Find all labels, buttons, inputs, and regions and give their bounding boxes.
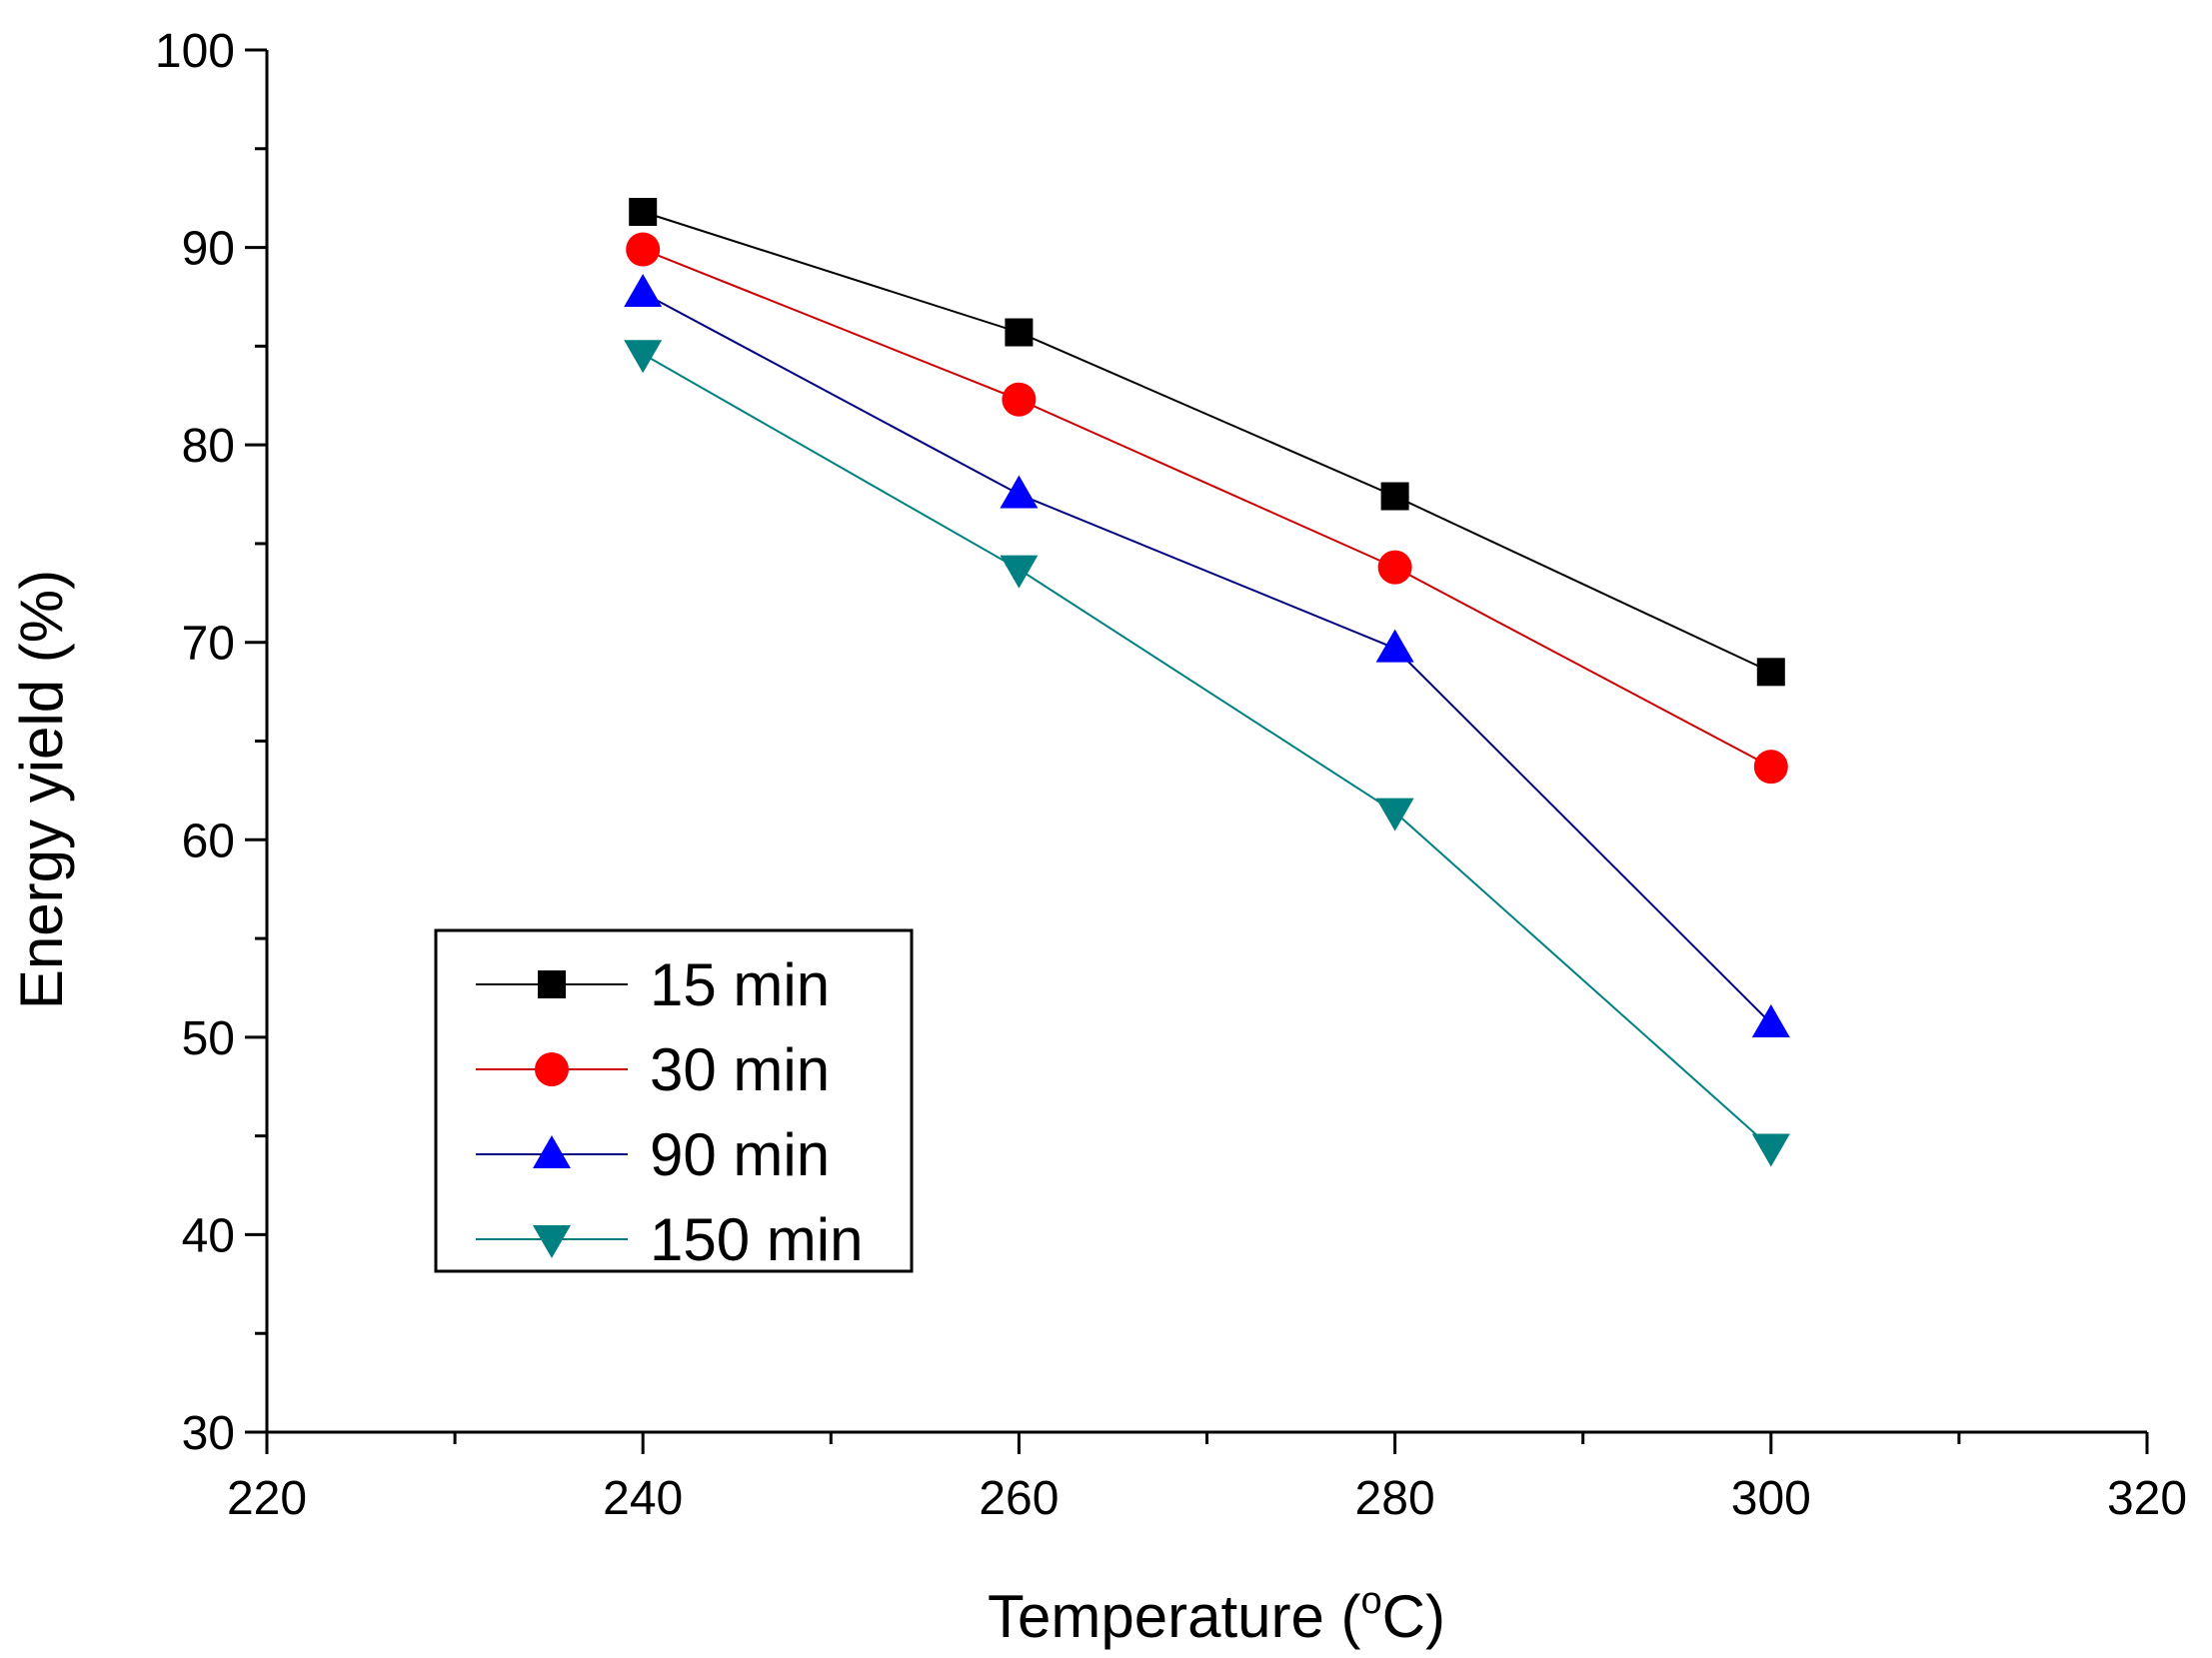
x-axis-label-main: Temperature (	[988, 1583, 1360, 1650]
x-tick-label: 220	[227, 1472, 307, 1525]
x-tick-label: 300	[1731, 1472, 1811, 1525]
legend-label-30-min: 30 min	[650, 1036, 830, 1103]
data-point-90-min	[1375, 629, 1414, 663]
data-point-150-min	[1000, 555, 1039, 589]
x-tick-label: 320	[2107, 1472, 2187, 1525]
data-point-150-min	[1375, 798, 1414, 831]
x-tick-label: 280	[1355, 1472, 1435, 1525]
data-point-30-min	[1753, 750, 1788, 785]
series-line-90-min	[642, 292, 1772, 1024]
legend-entry-150-min: 150 min	[476, 1206, 863, 1273]
data-point-150-min	[1751, 1133, 1790, 1167]
data-series	[624, 198, 1790, 1167]
legend: 15 min 30 min 90 min 150 min	[434, 928, 914, 1273]
y-tick-label: 30	[182, 1407, 235, 1460]
legend-marker-15-min	[538, 970, 566, 998]
legend-marker-150-min	[533, 1225, 571, 1258]
x-tick-label: 240	[603, 1472, 683, 1525]
x-axis-label-unit: C)	[1382, 1583, 1445, 1650]
legend-entry-15-min: 15 min	[476, 951, 830, 1018]
series-30-min	[626, 232, 1788, 785]
series-line-150-min	[642, 353, 1772, 1149]
data-point-90-min	[1000, 475, 1039, 509]
legend-marker-90-min	[533, 1135, 571, 1168]
data-point-15-min	[629, 198, 658, 227]
x-axis-label-degree: o	[1361, 1580, 1382, 1622]
data-point-30-min	[626, 232, 661, 267]
tick-labels: 30 40 50 60 70 80 90 100 220 240 260 280 300 320	[155, 25, 2187, 1525]
data-point-90-min	[1751, 1004, 1790, 1038]
data-point-15-min	[1380, 482, 1409, 511]
legend-label-15-min: 15 min	[650, 951, 830, 1018]
legend-marker-30-min	[535, 1052, 569, 1086]
series-line-30-min	[642, 248, 1772, 769]
data-point-30-min	[1377, 550, 1412, 585]
data-point-150-min	[624, 340, 663, 374]
legend-label-90-min: 90 min	[650, 1121, 830, 1188]
y-tick-label: 60	[182, 815, 235, 867]
data-point-15-min	[1005, 318, 1034, 347]
y-tick-label: 50	[182, 1012, 235, 1065]
series-15-min	[629, 198, 1785, 687]
x-tick-label: 260	[979, 1472, 1059, 1525]
y-tick-label: 80	[182, 420, 235, 473]
legend-label-150-min: 150 min	[650, 1206, 863, 1273]
y-tick-label: 70	[182, 618, 235, 671]
series-150-min	[624, 340, 1790, 1167]
y-tick-label: 40	[182, 1209, 235, 1262]
y-axis-label: Energy yield (%)	[8, 570, 75, 1009]
axes	[245, 48, 2149, 1454]
y-tick-label: 90	[182, 223, 235, 276]
series-line-15-min	[642, 211, 1772, 674]
legend-frame	[434, 928, 914, 1273]
legend-entry-90-min: 90 min	[476, 1121, 830, 1188]
x-axis-label: Temperature (oC)	[988, 1580, 1445, 1650]
data-point-30-min	[1002, 382, 1037, 417]
data-point-15-min	[1756, 658, 1785, 687]
legend-entry-30-min: 30 min	[476, 1036, 830, 1103]
data-point-90-min	[624, 274, 663, 308]
y-tick-label: 100	[155, 25, 235, 78]
series-90-min	[624, 274, 1790, 1038]
